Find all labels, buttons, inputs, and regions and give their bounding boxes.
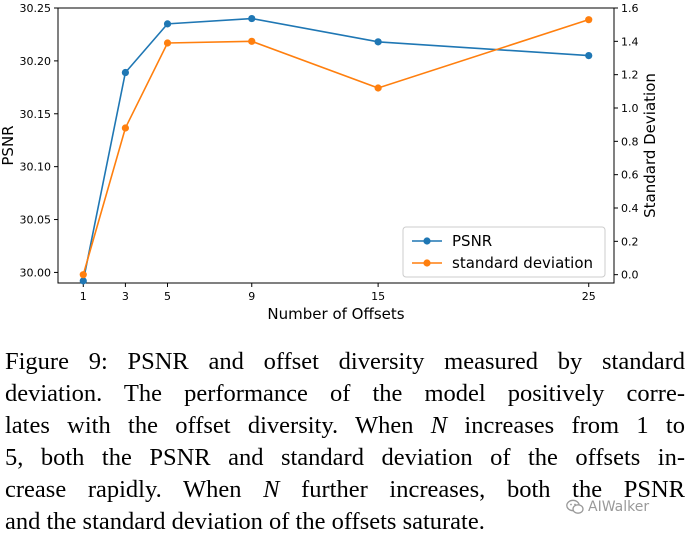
legend-box: [402, 226, 606, 278]
right-y-tick-label: 0.0: [621, 269, 639, 282]
right-y-axis-label: Standard Deviation: [641, 73, 659, 218]
left-y-tick-label: 30.10: [20, 161, 52, 174]
data-point-std-dev: [248, 37, 256, 45]
legend-marker: [423, 259, 431, 267]
data-point-psnr: [248, 14, 256, 23]
left-y-tick-label: 30.25: [20, 2, 52, 15]
right-y-tick-label: 0.2: [621, 235, 639, 248]
data-point-std-dev: [374, 84, 382, 92]
caption-line: and the standard deviation of the offset…: [5, 508, 485, 535]
legend-label: standard deviation: [452, 254, 593, 272]
data-point-std-dev: [79, 271, 87, 279]
caption-line: lates with the offset diversity. When N …: [5, 412, 685, 439]
x-tick-label: 5: [164, 290, 171, 303]
left-y-tick-label: 30.15: [20, 108, 52, 121]
watermark-text: AIWalker: [588, 499, 650, 515]
caption-line: crease rapidly. When N further increases…: [5, 476, 685, 503]
data-point-psnr: [79, 277, 87, 285]
figure-caption: Figure 9: PSNR and offset diversity meas…: [5, 346, 685, 538]
dual-axis-line-chart: 1 3 5 9 15 25 30.00 30.05 30.10 30.15 30.20 30.25 0.…: [0, 2, 659, 323]
right-y-tick-label: 1.6: [621, 2, 639, 15]
right-y-tick-label: 1.0: [621, 102, 639, 115]
left-y-axis-label: PSNR: [0, 125, 17, 165]
x-tick-label: 15: [371, 290, 385, 303]
data-point-psnr: [163, 20, 172, 28]
left-y-tick-label: 30.05: [20, 214, 52, 227]
legend-marker: [423, 237, 431, 245]
x-tick-label: 1: [80, 290, 87, 303]
caption-line: Figure 9: PSNR and offset diversity meas…: [5, 348, 685, 375]
data-point-psnr: [374, 38, 382, 46]
caption-variable: N: [430, 412, 448, 439]
legend-label: PSNR: [452, 232, 492, 250]
x-axis-label: Number of Offsets: [267, 305, 404, 323]
plot-frame: [57, 7, 615, 284]
left-y-tick-label: 30.20: [20, 55, 52, 68]
watermark: AIWalker: [566, 499, 649, 515]
caption-line: deviation. The performance of the model …: [5, 380, 685, 407]
right-y-tick-label: 0.6: [621, 169, 639, 182]
data-point-std-dev: [585, 16, 593, 24]
right-y-tick-label: 0.4: [621, 202, 639, 215]
x-tick-label: 9: [248, 290, 255, 303]
x-tick-label: 25: [582, 290, 596, 303]
x-tick-label: 3: [122, 290, 129, 303]
data-point-std-dev: [121, 124, 129, 132]
data-point-psnr: [585, 51, 593, 60]
data-point-std-dev: [163, 39, 172, 47]
right-y-tick-label: 1.2: [621, 69, 639, 82]
right-y-tick-label: 0.8: [621, 135, 639, 148]
wechat-icon: [566, 499, 584, 514]
caption-line: 5, both the PSNR and standard deviation …: [5, 444, 685, 471]
series-line-std-dev: [82, 18, 589, 275]
series-line-psnr: [82, 17, 589, 282]
left-y-tick-label: 30.00: [20, 266, 52, 279]
data-point-psnr: [121, 68, 129, 77]
caption-variable: N: [263, 476, 280, 503]
right-y-tick-label: 1.4: [621, 35, 639, 48]
